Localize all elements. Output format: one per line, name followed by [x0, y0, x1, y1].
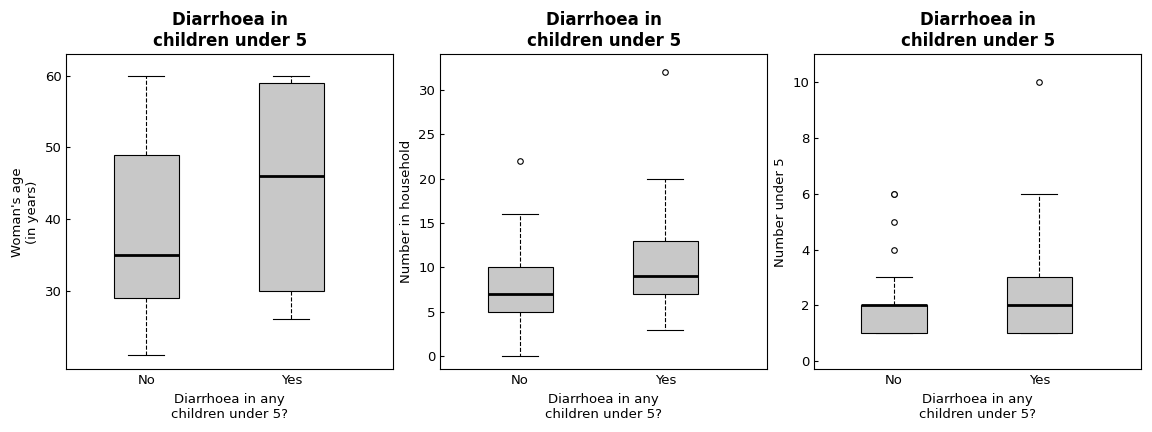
X-axis label: Diarrhoea in any
children under 5?: Diarrhoea in any children under 5?: [919, 393, 1036, 421]
Bar: [114, 155, 179, 298]
Bar: [1007, 277, 1073, 333]
Y-axis label: Number in household: Number in household: [400, 140, 412, 283]
Bar: [862, 305, 927, 333]
Title: Diarrhoea in
children under 5: Diarrhoea in children under 5: [152, 11, 306, 50]
Y-axis label: Woman's age
(in years): Woman's age (in years): [12, 167, 39, 257]
Y-axis label: Number under 5: Number under 5: [774, 157, 787, 267]
X-axis label: Diarrhoea in any
children under 5?: Diarrhoea in any children under 5?: [172, 393, 288, 421]
Title: Diarrhoea in
children under 5: Diarrhoea in children under 5: [901, 11, 1055, 50]
Bar: [632, 241, 698, 294]
X-axis label: Diarrhoea in any
children under 5?: Diarrhoea in any children under 5?: [545, 393, 662, 421]
Bar: [487, 267, 553, 312]
Bar: [259, 83, 324, 291]
Title: Diarrhoea in
children under 5: Diarrhoea in children under 5: [526, 11, 681, 50]
